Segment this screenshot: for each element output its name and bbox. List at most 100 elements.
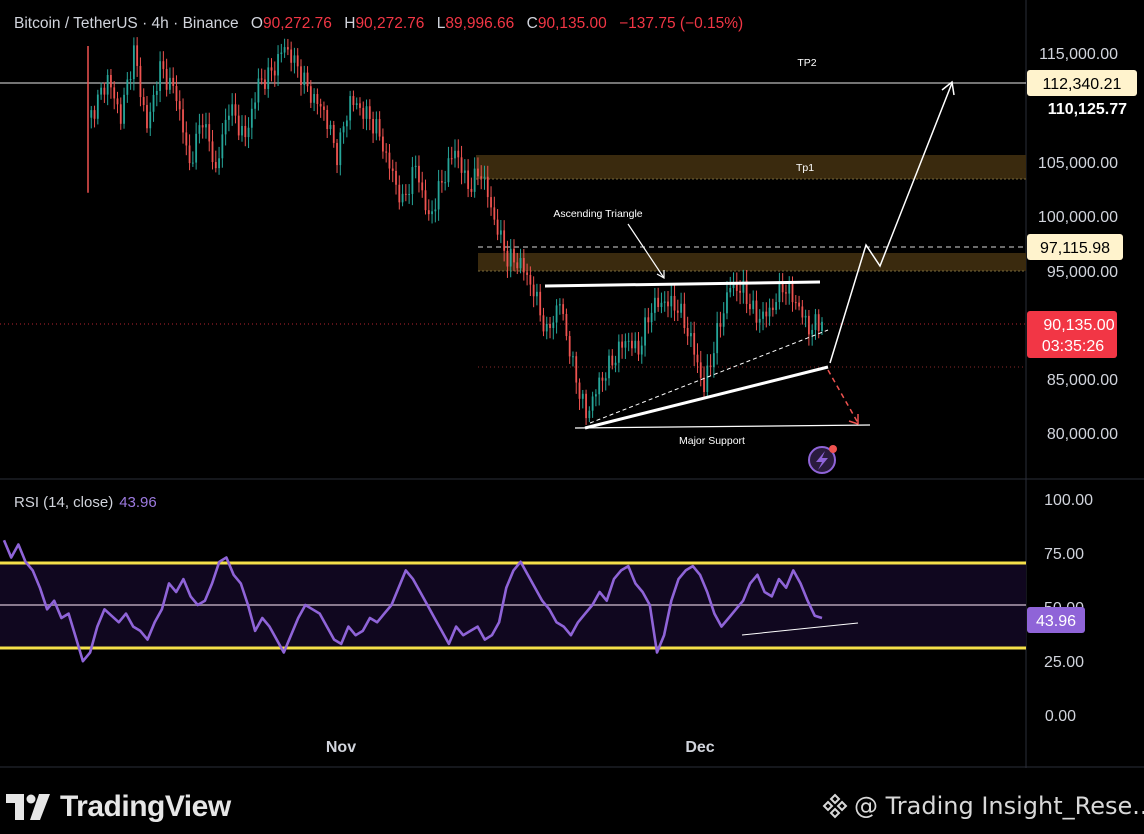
footer [0, 768, 1144, 834]
candle-body [486, 176, 489, 198]
candle-body [162, 61, 165, 69]
candle-body [660, 302, 663, 308]
tradingview-logo[interactable]: TradingView [6, 790, 231, 824]
candle-body [614, 362, 617, 366]
last-price-value: 90,135.00 [1043, 317, 1114, 334]
candle-body [699, 362, 702, 378]
candle-body [313, 94, 315, 103]
candles-group [87, 37, 823, 426]
candle-body [119, 104, 122, 124]
candle-body [640, 345, 643, 355]
author-credit[interactable]: @ Trading Insight_Rese... [822, 792, 1144, 820]
candle-body [477, 168, 479, 177]
candle-body [218, 158, 220, 169]
candle-body [339, 132, 342, 166]
bearish-projection-arrow[interactable] [827, 369, 859, 424]
breakout-price-badge[interactable]: 97,115.98 [1027, 234, 1123, 260]
candle-body [617, 341, 620, 363]
rsi-title[interactable]: RSI (14, close) [14, 494, 114, 511]
rsi-line[interactable] [2, 539, 823, 663]
candle-body [228, 115, 230, 120]
candle-body [637, 340, 640, 355]
candle-body [247, 127, 250, 138]
candle-body [424, 190, 427, 211]
lightning-icon[interactable] [808, 445, 837, 474]
candle-body [280, 52, 283, 55]
candle-body [742, 280, 745, 293]
candle-body [778, 281, 781, 303]
open-label: O [250, 15, 263, 32]
candle-body [716, 323, 719, 354]
candle-body [283, 47, 286, 53]
candle-body [598, 377, 601, 395]
candle-body [169, 77, 171, 90]
candle-body [382, 136, 384, 152]
time-axis[interactable]: Nov Dec [326, 739, 715, 756]
close-label: C [526, 15, 538, 32]
time-tick-dec: Dec [685, 739, 714, 756]
candle-body [483, 176, 486, 179]
candle-body [306, 72, 309, 87]
candle-body [254, 102, 257, 109]
candle-body [565, 313, 568, 337]
price-axis[interactable]: 115,000.00 105,000.00 100,000.00 95,000.… [1038, 46, 1127, 443]
triangle-support-line[interactable] [584, 365, 829, 430]
symbol-title[interactable]: Bitcoin / TetherUS · 4h · Binance [14, 15, 239, 32]
rsi-tick-100: 100.00 [1044, 492, 1093, 509]
candle-body [712, 353, 715, 368]
candle-body [323, 106, 325, 110]
candle-body [191, 162, 194, 164]
candle-body [300, 66, 302, 86]
rsi-header[interactable]: RSI (14, close) 43.96 [14, 494, 157, 511]
candle-body [732, 283, 735, 288]
candle-body [572, 356, 574, 358]
bullish-projection-arrow[interactable] [829, 82, 953, 364]
rsi-divergence-line[interactable] [741, 622, 859, 636]
price-tick-105000: 105,000.00 [1038, 155, 1118, 172]
author-credit-text: @ Trading Insight_Rese... [854, 792, 1144, 820]
candle-body [529, 274, 532, 285]
candle-body [404, 193, 407, 195]
candle-body [686, 327, 689, 337]
candle-body [811, 329, 814, 335]
candle-body [286, 47, 289, 50]
candle-body [542, 315, 545, 332]
triangle-resistance-line[interactable] [544, 280, 821, 288]
bullish-projection-arrowhead [941, 80, 955, 96]
price-tick-110125: 110,125.77 [1048, 101, 1127, 118]
candle-body [352, 96, 355, 106]
last-price-badge[interactable]: 90,135.00 03:35:26 [1027, 311, 1117, 358]
major-support-line[interactable] [574, 424, 871, 429]
candle-body [365, 106, 368, 119]
candle-body [103, 87, 106, 95]
candle-body [401, 193, 404, 203]
candle-body [650, 312, 653, 323]
candle-body [585, 393, 587, 419]
time-tick-nov: Nov [326, 739, 356, 756]
major-support-label: Major Support [679, 435, 745, 447]
rsi-value-badge[interactable]: 43.96 [1027, 607, 1085, 633]
candle-body [237, 115, 240, 136]
candle-body [398, 184, 401, 203]
candle-body [395, 170, 397, 185]
candle-body [729, 287, 732, 293]
candle-body [588, 410, 591, 419]
candle-body [676, 310, 679, 313]
price-chart[interactable]: TP2 Tp1 Ascending Triangle Major Support… [0, 0, 1144, 770]
candle-body [722, 313, 725, 327]
candle-body [185, 132, 188, 146]
symbol-header[interactable]: Bitcoin / TetherUS · 4h · Binance O90,27… [14, 15, 743, 33]
candle-body [146, 105, 148, 129]
candle-body [765, 311, 768, 317]
candle-body [768, 307, 771, 317]
candle-body [663, 301, 666, 303]
high-label: H [344, 15, 356, 32]
candle-body [611, 355, 614, 366]
tp2-price-badge[interactable]: 112,340.21 [1027, 70, 1137, 96]
annotation-pointer-arrowhead [656, 270, 665, 280]
candle-body [303, 72, 306, 86]
candle-body [657, 297, 660, 308]
candle-body [771, 307, 774, 310]
candle-body [106, 74, 109, 95]
tradingview-wordmark: TradingView [60, 790, 231, 823]
